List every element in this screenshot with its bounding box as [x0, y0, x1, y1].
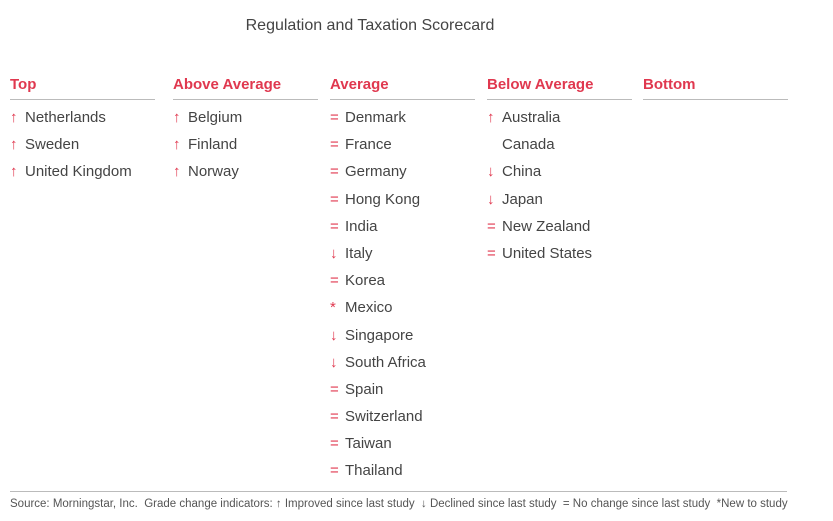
country: Mexico — [345, 299, 393, 317]
list-item: ↓ Singapore — [330, 322, 475, 349]
change-indicator: = — [330, 109, 339, 126]
list-item: Canada — [487, 131, 632, 158]
list-item: ↑ Belgium — [173, 104, 318, 131]
change-indicator: ↓ — [487, 190, 495, 208]
footer: Source: Morningstar, Inc. Grade change i… — [10, 491, 788, 510]
list-item: = Korea — [330, 267, 475, 294]
column-list: = Denmark = France = Germany = Hong Kong = India ↓… — [330, 104, 475, 485]
list-item: = France — [330, 131, 475, 158]
country: Korea — [345, 272, 386, 290]
change-indicator: ↑ — [10, 136, 18, 154]
country: Netherlands — [25, 109, 106, 126]
change-indicator: = — [330, 408, 339, 426]
list-item: ↑ Australia — [487, 104, 632, 131]
column-heading: Top — [10, 76, 155, 100]
title: Regulation and Taxation Scorecard — [245, 17, 495, 34]
country: Belgium — [188, 109, 243, 126]
list-item: = India — [330, 213, 475, 240]
change-indicator: = — [330, 435, 339, 453]
column: Above Average ↑ Belgium ↑ Finland ↑ Norway — [173, 76, 318, 186]
country: Thailand — [345, 462, 403, 480]
country: Finland — [188, 136, 238, 154]
country: New Zealand — [502, 217, 591, 235]
country: Italy — [345, 244, 373, 262]
change-indicator: = — [330, 272, 339, 290]
column-heading: Average — [330, 76, 475, 100]
country: Singapore — [345, 326, 414, 344]
list-item: ↑ Sweden — [10, 131, 155, 158]
change-indicator: = — [330, 462, 339, 480]
column: Bottom — [643, 76, 788, 104]
column-list: ↑ Netherlands ↑ Sweden ↑ United Kingdom — [10, 104, 155, 186]
list-item: = Germany — [330, 158, 475, 185]
change-indicator: ↓ — [330, 244, 338, 262]
country: India — [345, 217, 378, 235]
country: Switzerland — [345, 408, 423, 426]
list-item: = Denmark — [330, 104, 475, 131]
list-item: ↑ United Kingdom — [10, 158, 155, 185]
country: Sweden — [25, 136, 80, 154]
country: Germany — [345, 163, 407, 181]
change-indicator: ↓ — [330, 326, 338, 344]
country: Taiwan — [345, 435, 392, 453]
list-item: = Switzerland — [330, 403, 475, 430]
list-item: ↓ Italy — [330, 240, 475, 267]
list-item: = Taiwan — [330, 430, 475, 457]
list-item: ↑ Netherlands — [10, 104, 155, 131]
list-item: = Spain — [330, 376, 475, 403]
list-item: ↓ South Africa — [330, 349, 475, 376]
country: Spain — [345, 380, 384, 398]
column: Top ↑ Netherlands ↑ Sweden ↑ United Kingdom — [10, 76, 155, 186]
country: France — [345, 136, 392, 154]
column-heading: Below Average — [487, 76, 632, 100]
column: Below Average ↑ Australia Canada ↓ China ↓ Japa… — [487, 76, 632, 267]
list-item: ↑ Norway — [173, 158, 318, 185]
change-indicator: = — [330, 217, 339, 235]
list-item: * Mexico — [330, 294, 475, 321]
column-heading: Bottom — [643, 76, 788, 100]
country: Hong Kong — [345, 190, 421, 208]
change-indicator: = — [487, 217, 496, 235]
change-indicator: = — [487, 244, 496, 262]
column-list: ↑ Belgium ↑ Finland ↑ Norway — [173, 104, 318, 186]
country: Japan — [502, 190, 543, 208]
change-indicator: ↑ — [10, 163, 18, 181]
country: United Kingdom — [25, 163, 132, 181]
change-indicator: * — [330, 299, 336, 317]
change-indicator: ↓ — [330, 353, 338, 371]
change-indicator: ↑ — [487, 109, 495, 126]
country: China — [502, 163, 542, 181]
change-indicator: ↑ — [10, 109, 18, 126]
change-indicator: ↑ — [173, 136, 181, 154]
country: United States — [502, 244, 593, 262]
list-item: = Thailand — [330, 457, 475, 484]
column: Average = Denmark = France = Germany = Hong Kong… — [330, 76, 475, 485]
list-item: = New Zealand — [487, 213, 632, 240]
change-indicator: ↑ — [173, 109, 181, 126]
column-list: ↑ Australia Canada ↓ China ↓ Japan = New Zealand… — [487, 104, 632, 267]
country: South Africa — [345, 353, 426, 371]
country: Canada — [502, 136, 555, 154]
change-indicator: ↑ — [173, 163, 181, 181]
country: Australia — [502, 109, 561, 126]
list-item: ↑ Finland — [173, 131, 318, 158]
list-item: = Hong Kong — [330, 186, 475, 213]
change-indicator: = — [330, 190, 339, 208]
country: Denmark — [345, 109, 406, 126]
change-indicator: = — [330, 136, 339, 154]
list-item: ↓ China — [487, 158, 632, 185]
change-indicator: ↓ — [487, 163, 495, 181]
change-indicator: = — [330, 163, 339, 181]
change-indicator: = — [330, 380, 339, 398]
country: Norway — [188, 163, 239, 181]
list-item: ↓ Japan — [487, 186, 632, 213]
column-heading: Above Average — [173, 76, 318, 100]
list-item: = United States — [487, 240, 632, 267]
